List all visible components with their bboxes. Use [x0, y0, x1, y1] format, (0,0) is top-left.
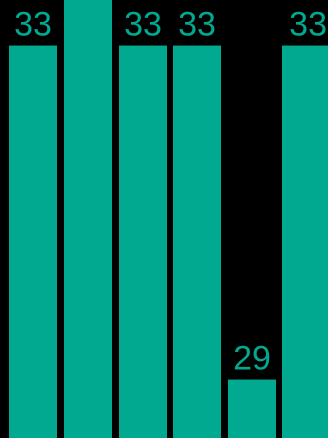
data-label-3: 33 [124, 6, 162, 44]
bar-2 [64, 0, 112, 438]
data-label-4: 33 [178, 6, 216, 44]
bar-1 [9, 45, 57, 438]
data-label-5: 29 [233, 340, 271, 378]
bar-4 [173, 45, 221, 438]
data-label-1: 33 [14, 6, 52, 44]
bars-layer [9, 0, 328, 438]
bar-5 [228, 379, 276, 438]
bar-6 [282, 45, 328, 438]
bar-3 [119, 45, 167, 438]
data-label-6: 33 [289, 6, 327, 44]
data-labels-layer: 333433332933 [14, 6, 327, 378]
